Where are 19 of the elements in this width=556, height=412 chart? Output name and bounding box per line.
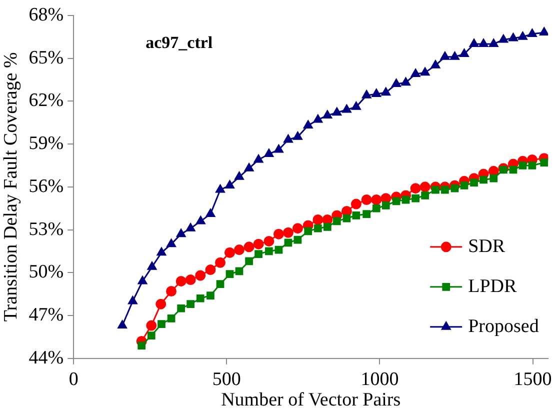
y-tick-label: 47% <box>28 304 64 326</box>
y-tick-label: 44% <box>28 347 64 368</box>
y-tick-label: 56% <box>28 176 64 197</box>
y-tick-label: 62% <box>28 90 64 112</box>
y-tick-label: 65% <box>28 47 64 68</box>
legend-label: SDR <box>468 236 506 257</box>
x-axis-title: Number of Vector Pairs <box>221 390 401 411</box>
x-tick-label: 0 <box>68 368 78 390</box>
legend-label: LPDR <box>468 276 518 297</box>
y-tick-label: 53% <box>28 218 64 240</box>
x-tick-label: 500 <box>212 368 241 390</box>
x-tick-label: 1000 <box>360 368 399 390</box>
y-axis-title: Transition Delay Fault Coverage % <box>0 52 22 322</box>
y-tick-label: 59% <box>28 133 64 154</box>
y-tick-label: 50% <box>28 262 64 283</box>
text: ac97_ctrl <box>146 32 213 52</box>
legend-label: Proposed <box>468 316 540 337</box>
y-tick-label: 68% <box>28 4 64 26</box>
x-tick-label: 1500 <box>514 368 552 390</box>
